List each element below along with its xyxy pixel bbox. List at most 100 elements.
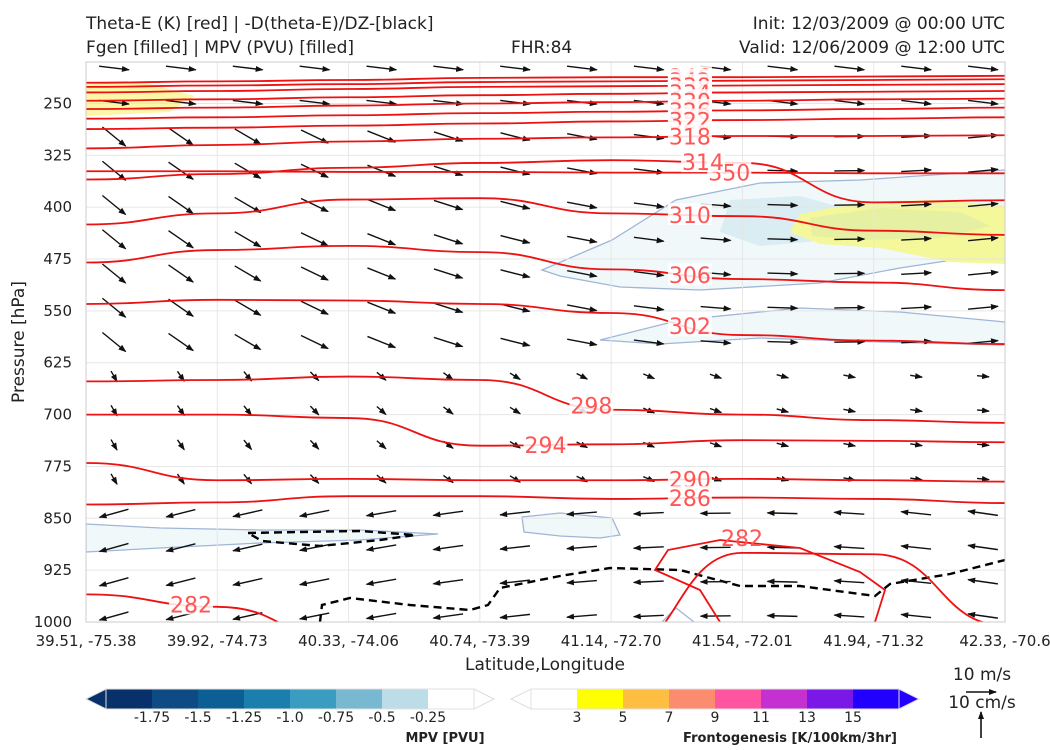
wind-vector xyxy=(99,65,130,72)
wind-vector xyxy=(101,331,127,353)
wind-vector xyxy=(776,441,790,448)
theta-e-contour-labels: 3503463423383343303263223183143103063022… xyxy=(169,65,763,618)
vector-key-horizontal: 10 m/s xyxy=(953,665,1011,685)
wind-vector xyxy=(165,543,196,553)
wind-vector xyxy=(500,234,531,245)
wind-vector xyxy=(365,510,397,518)
wind-vector xyxy=(298,509,330,518)
wind-vector xyxy=(900,577,932,584)
contour-label-bg xyxy=(667,124,712,147)
wind-vector xyxy=(767,236,799,243)
colorbar-tick-label: 7 xyxy=(665,710,674,726)
contour-label-bg xyxy=(667,467,712,490)
wind-vector xyxy=(901,167,933,174)
wind-vector xyxy=(499,545,531,552)
wind-vector xyxy=(433,165,464,177)
wind-vector xyxy=(901,235,933,242)
wind-vector xyxy=(567,270,598,278)
colorbar-tick-label: 9 xyxy=(711,710,720,726)
wind-vector xyxy=(298,612,330,621)
colorbar-tick-label: 13 xyxy=(798,710,816,726)
wind-vector xyxy=(500,200,531,210)
x-tick-label: 40.74, -73.39 xyxy=(429,632,530,650)
wind-vector xyxy=(976,441,990,448)
colorbar-frame xyxy=(530,688,900,710)
wind-vector xyxy=(367,233,397,246)
dashed-contour xyxy=(318,558,1005,622)
theta-e-contour xyxy=(86,170,1005,175)
wind-vector xyxy=(165,99,197,107)
wind-vector xyxy=(433,199,464,211)
title-line-2: Fgen [filled] | MPV (PVU) [filled] xyxy=(86,38,355,58)
wind-vector xyxy=(566,65,598,72)
wind-vector xyxy=(709,373,723,379)
y-axis-ticks: 250 325 400 475 550 625 700 775 850 925 1000 xyxy=(34,94,72,631)
theta-e-contour xyxy=(86,298,1005,345)
init-time: Init: 12/03/2009 @ 00:00 UTC xyxy=(752,14,1005,34)
wind-vector xyxy=(633,202,665,210)
colorbar-swatch xyxy=(531,689,578,709)
wind-vector xyxy=(300,266,329,281)
wind-vector xyxy=(168,298,194,317)
theta-e-contour-label: 306 xyxy=(669,264,711,289)
colorbar-tick-label: 11 xyxy=(752,710,770,726)
contour-label-bg xyxy=(667,314,712,337)
wind-vector xyxy=(633,305,665,312)
wind-vector xyxy=(234,333,262,351)
theta-e-contour xyxy=(86,462,1005,483)
wind-vector xyxy=(300,232,329,247)
wind-vector xyxy=(433,65,465,72)
wind-vector xyxy=(633,270,665,278)
wind-vector xyxy=(767,339,799,346)
contour-label-bg xyxy=(667,263,712,286)
wind-vector xyxy=(767,65,799,72)
wind-vector xyxy=(299,99,331,107)
wind-vector xyxy=(567,133,598,141)
wind-vector xyxy=(110,439,118,451)
wind-vector xyxy=(300,163,329,178)
wind-vector xyxy=(700,339,732,346)
colorbar-tick-label: 15 xyxy=(844,710,862,726)
x-tick-label: 39.51, -75.38 xyxy=(36,632,137,650)
wind-vector xyxy=(900,509,932,516)
wind-vector xyxy=(234,196,262,214)
wind-vector xyxy=(165,508,196,519)
mpv-colorbar-label: MPV [PVU] xyxy=(405,731,484,746)
x-tick-label: 41.54, -72.01 xyxy=(692,632,793,650)
wind-vector xyxy=(168,195,194,215)
wind-vector xyxy=(232,612,263,621)
wind-vector xyxy=(442,474,454,484)
wind-vector xyxy=(165,577,196,587)
wind-vector xyxy=(500,269,531,279)
wind-vector xyxy=(767,304,799,311)
wind-vector xyxy=(968,65,999,72)
y-tick-label: 850 xyxy=(43,509,72,527)
wind-vector xyxy=(432,510,464,518)
theta-e-contour xyxy=(86,375,1005,424)
wind-vector xyxy=(776,373,790,379)
contour-label-bg xyxy=(681,150,726,173)
mpv-contour-bottom xyxy=(661,607,695,622)
wind-vector xyxy=(901,99,933,107)
wind-vector xyxy=(843,441,857,448)
colorbar-swatch xyxy=(336,689,383,709)
wind-vector xyxy=(500,166,531,176)
y-tick-label: 775 xyxy=(43,457,72,475)
wind-vector xyxy=(910,475,924,482)
colorbar-swatch xyxy=(577,689,624,709)
wind-vector xyxy=(968,304,999,310)
x-axis-ticks: 39.51, -75.38 39.92, -74.73 40.33, -74.06 4… xyxy=(36,632,1050,650)
contour-label-bg xyxy=(569,393,614,416)
y-tick-label: 700 xyxy=(43,406,72,424)
wind-vector xyxy=(509,372,522,381)
wind-vector xyxy=(833,612,865,619)
wind-vector xyxy=(834,99,866,107)
wind-vector xyxy=(298,578,330,587)
wind-vector xyxy=(176,439,185,451)
y-tick-label: 1000 xyxy=(34,613,72,631)
wind-vector xyxy=(243,405,253,416)
y-tick-label: 250 xyxy=(43,94,72,112)
colorbar-extend-left xyxy=(509,688,532,710)
wind-vector xyxy=(376,440,387,450)
colorbar-tick-label: -1.0 xyxy=(276,710,303,726)
